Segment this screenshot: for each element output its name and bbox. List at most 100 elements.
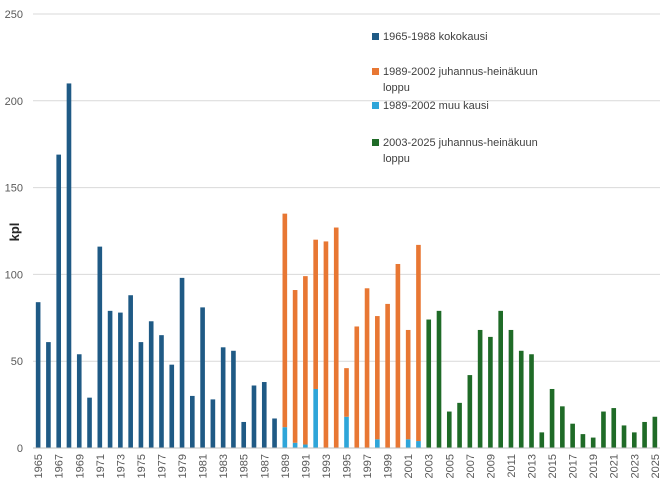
bar-1977	[159, 335, 164, 448]
gridlines	[33, 13, 660, 362]
bar-1975	[138, 342, 144, 448]
bar-2024	[642, 421, 647, 448]
x-tick-label: 1987	[259, 454, 271, 478]
bar-1989	[282, 213, 288, 428]
y-tick-label: 200	[5, 96, 23, 108]
legend-label-line2: loppu	[383, 153, 410, 165]
y-tick-label: 250	[5, 9, 23, 21]
bar-1985	[241, 421, 247, 448]
bar-1998	[375, 439, 380, 448]
bar-1973	[118, 312, 123, 448]
x-tick-label: 1999	[383, 454, 395, 478]
legend-label: 1989-2002 muu kausi	[383, 100, 489, 112]
x-tick-label: 1969	[74, 454, 86, 478]
bar-1986	[251, 385, 257, 448]
bar-2023	[631, 432, 637, 448]
bar-2004	[436, 310, 442, 448]
bar-1976	[148, 321, 154, 448]
bar-1992	[313, 388, 318, 448]
bar-1990	[292, 290, 298, 443]
bar-1991	[303, 444, 308, 448]
bar-2001	[405, 439, 411, 448]
bar-1999	[385, 303, 390, 448]
y-tick-label: 100	[5, 269, 23, 281]
bar-1989	[282, 427, 288, 448]
bar-2000	[395, 263, 401, 448]
x-tick-label: 1967	[54, 454, 66, 478]
bar-1990	[292, 442, 298, 448]
x-tick-label: 2015	[547, 454, 559, 478]
bar-1980	[190, 395, 195, 448]
bar-1978	[169, 364, 175, 448]
legend-label: 1965-1988 kokokausi	[383, 31, 488, 43]
bar-2019	[590, 437, 596, 448]
bar-1968	[66, 83, 72, 448]
bar-1974	[128, 295, 133, 448]
bar-2001	[405, 329, 411, 440]
bar-2016	[560, 406, 565, 448]
bar-2006	[457, 402, 462, 448]
x-tick-label: 2005	[444, 454, 456, 478]
legend-swatch	[372, 102, 379, 109]
bar-1993	[323, 241, 329, 448]
bar-1987	[261, 382, 267, 448]
bar-1979	[179, 277, 185, 448]
bar-2010	[498, 310, 503, 448]
x-tick-label: 1979	[177, 454, 189, 478]
x-tick-label: 2021	[609, 454, 621, 478]
bar-2022	[621, 425, 627, 448]
bar-2007	[467, 375, 473, 448]
x-tick-label: 1977	[156, 454, 168, 478]
y-axis-title: kpl	[7, 223, 22, 242]
bar-1992	[313, 239, 318, 389]
legend-swatch	[372, 33, 379, 40]
x-tick-label: 2013	[527, 454, 539, 478]
legend-swatch	[372, 139, 379, 146]
x-tick-label: 1981	[198, 454, 210, 478]
x-tick-label: 1965	[33, 454, 45, 478]
y-tick-label: 50	[11, 356, 23, 368]
bar-1991	[303, 276, 308, 445]
x-tick-label: 1975	[136, 454, 148, 478]
x-tick-label: 2023	[629, 454, 641, 478]
x-tick-label: 1993	[321, 454, 333, 478]
x-tick-label: 2001	[403, 454, 415, 478]
x-tick-label: 1997	[362, 454, 374, 478]
bar-2017	[570, 423, 575, 448]
x-tick-label: 2019	[588, 454, 600, 478]
x-tick-label: 2007	[465, 454, 477, 478]
bar-1970	[87, 397, 92, 448]
bar-1994	[333, 227, 339, 448]
bar-1995	[344, 416, 349, 448]
bar-1997	[364, 288, 370, 448]
bar-2015	[549, 388, 555, 448]
x-tick-label: 1983	[218, 454, 230, 478]
bar-2020	[601, 411, 606, 448]
bar-2009	[488, 336, 493, 448]
bar-1969	[76, 354, 82, 448]
bar-1965	[35, 302, 41, 448]
x-tick-label: 1971	[95, 454, 107, 478]
legend-swatch	[372, 68, 379, 75]
x-tick-label: 2011	[506, 454, 518, 478]
bar-1988	[272, 418, 277, 448]
x-tick-label: 2009	[485, 454, 497, 478]
bar-2008	[477, 329, 483, 448]
bar-1972	[107, 310, 113, 448]
bar-2011	[508, 329, 514, 448]
x-tick-label: 1991	[300, 454, 312, 478]
x-tick-label: 2017	[568, 454, 580, 478]
bar-1981	[200, 307, 205, 448]
x-tick-label: 2003	[424, 454, 436, 478]
x-tick-label: 1995	[342, 454, 354, 478]
bar-2002	[416, 244, 421, 442]
bar-2013	[529, 354, 534, 448]
bar-2025	[652, 416, 658, 448]
bar-1982	[210, 399, 216, 448]
y-tick-label: 0	[17, 443, 23, 455]
bar-2014	[539, 432, 545, 448]
x-tick-label: 2025	[650, 454, 662, 478]
bar-1996	[354, 326, 360, 448]
bar-2018	[580, 434, 586, 448]
